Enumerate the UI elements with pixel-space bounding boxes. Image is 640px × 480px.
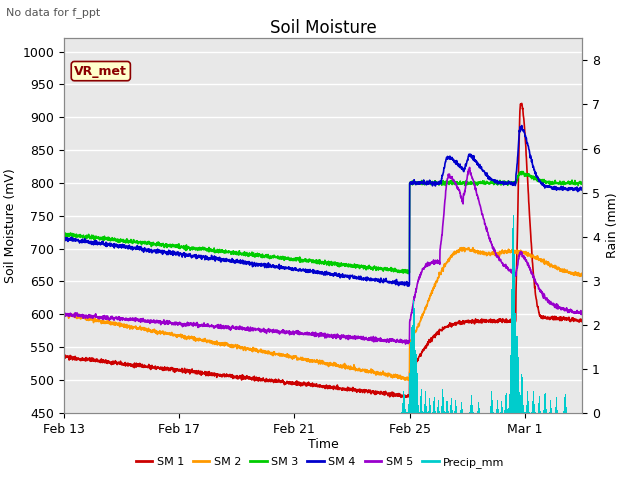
Text: VR_met: VR_met (74, 65, 127, 78)
Y-axis label: Rain (mm): Rain (mm) (605, 193, 619, 258)
X-axis label: Time: Time (308, 438, 339, 451)
Text: No data for f_ppt: No data for f_ppt (6, 7, 100, 18)
Title: Soil Moisture: Soil Moisture (270, 19, 376, 37)
Legend: SM 1, SM 2, SM 3, SM 4, SM 5, Precip_mm: SM 1, SM 2, SM 3, SM 4, SM 5, Precip_mm (131, 452, 509, 472)
Y-axis label: Soil Moisture (mV): Soil Moisture (mV) (4, 168, 17, 283)
